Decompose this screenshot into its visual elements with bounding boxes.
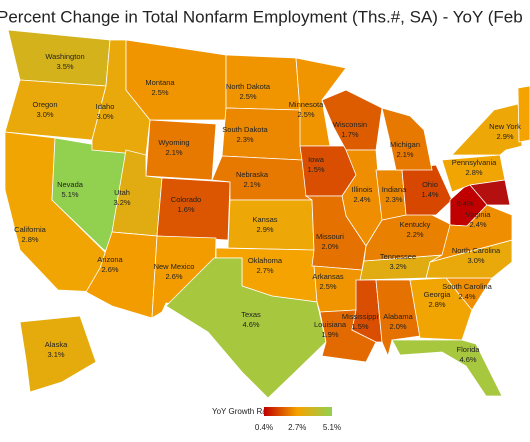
state-shape bbox=[429, 204, 513, 263]
state-value: 1.7% bbox=[341, 130, 358, 139]
state-value: 2.7% bbox=[256, 266, 273, 275]
state-value: 1.9% bbox=[321, 330, 338, 339]
state-name: New York bbox=[489, 122, 521, 131]
state-value: 2.3% bbox=[236, 135, 253, 144]
state-value: 1.6% bbox=[177, 205, 194, 214]
state-shape bbox=[451, 103, 523, 156]
state-name: Tennessee bbox=[380, 252, 416, 261]
state-value: 5.1% bbox=[61, 190, 78, 199]
state-value: 3.5% bbox=[56, 62, 73, 71]
legend-tick-label: 2.7% bbox=[288, 423, 306, 432]
state-value: 2.6% bbox=[101, 265, 118, 274]
state-name: Virginia bbox=[466, 210, 492, 219]
state-value: 2.2% bbox=[406, 230, 423, 239]
state-name: Illinois bbox=[352, 185, 373, 194]
state-name: North Carolina bbox=[452, 246, 501, 255]
state-value: 2.1% bbox=[165, 148, 182, 157]
state-shape bbox=[469, 179, 511, 206]
state-value: 2.8% bbox=[21, 235, 38, 244]
legend-tick-label: 0.4% bbox=[255, 423, 273, 432]
state-name: Washington bbox=[45, 52, 84, 61]
state-name: Florida bbox=[457, 345, 481, 354]
state-name: North Dakota bbox=[226, 82, 271, 91]
map-title: Percent Change in Total Nonfarm Employme… bbox=[0, 7, 523, 26]
state-name: South Carolina bbox=[442, 282, 492, 291]
state-value: 2.5% bbox=[319, 282, 336, 291]
state-name: Nevada bbox=[57, 180, 84, 189]
legend-title: YoY Growth Rate bbox=[212, 407, 274, 416]
state-name: Wisconsin bbox=[333, 120, 367, 129]
state-name: Louisiana bbox=[314, 320, 347, 329]
state-shape bbox=[19, 315, 97, 393]
state-value: 3.2% bbox=[113, 198, 130, 207]
state-name: Pennsylvania bbox=[452, 158, 497, 167]
state-value: 0.4% bbox=[456, 199, 473, 208]
state-value: 3.1% bbox=[47, 350, 64, 359]
state-value: 3.0% bbox=[96, 112, 113, 121]
state-value: 2.4% bbox=[353, 195, 370, 204]
state-name: Georgia bbox=[424, 290, 452, 299]
state-value: 2.4% bbox=[469, 220, 486, 229]
state-value: 4.6% bbox=[459, 355, 476, 364]
state-value: 3.0% bbox=[36, 110, 53, 119]
state-value: 2.9% bbox=[496, 132, 513, 141]
state-value: 2.4% bbox=[458, 292, 475, 301]
state-value: 2.5% bbox=[151, 88, 168, 97]
state-name: Idaho bbox=[96, 102, 115, 111]
state-shape bbox=[221, 107, 303, 161]
state-name: Alabama bbox=[383, 312, 413, 321]
state-value: 3.2% bbox=[389, 262, 406, 271]
state-name: Arkansas bbox=[312, 272, 344, 281]
state-value: 1.4% bbox=[421, 190, 438, 199]
state-name: South Dakota bbox=[222, 125, 268, 134]
state-shape bbox=[381, 107, 433, 171]
state-value: 4.6% bbox=[242, 320, 259, 329]
state-value: 2.0% bbox=[321, 242, 338, 251]
state-value: 2.8% bbox=[428, 300, 445, 309]
legend-tick-label: 5.1% bbox=[323, 423, 341, 432]
state-value: 3.0% bbox=[467, 256, 484, 265]
state-name: Nebraska bbox=[236, 170, 269, 179]
state-name: New Mexico bbox=[154, 262, 195, 271]
state-shape bbox=[4, 79, 107, 141]
state-name: Alaska bbox=[45, 340, 68, 349]
state-name: Oregon bbox=[32, 100, 57, 109]
state-name: Montana bbox=[145, 78, 175, 87]
state-value: 2.5% bbox=[297, 110, 314, 119]
state-name: Ohio bbox=[422, 180, 438, 189]
state-name: Arizona bbox=[97, 255, 123, 264]
state-shape bbox=[517, 85, 530, 143]
state-value: 1.5% bbox=[307, 165, 324, 174]
state-name: Michigan bbox=[390, 140, 420, 149]
state-name: Colorado bbox=[171, 195, 201, 204]
state-value: 2.1% bbox=[396, 150, 413, 159]
state-shape bbox=[391, 339, 503, 397]
state-value: 2.8% bbox=[465, 168, 482, 177]
state-name: Kansas bbox=[252, 215, 277, 224]
state-shape bbox=[165, 257, 327, 399]
state-value: 2.1% bbox=[243, 180, 260, 189]
state-value: 2.6% bbox=[165, 272, 182, 281]
state-value: 1.5% bbox=[351, 322, 368, 331]
state-shape bbox=[125, 39, 227, 121]
state-value: 2.0% bbox=[389, 322, 406, 331]
state-name: Wyoming bbox=[158, 138, 189, 147]
state-name: Indiana bbox=[382, 185, 407, 194]
state-name: Texas bbox=[241, 310, 261, 319]
state-name: California bbox=[14, 225, 47, 234]
legend-gradient bbox=[264, 407, 332, 416]
state-name: Kentucky bbox=[400, 220, 431, 229]
state-name: Mississippi bbox=[342, 312, 379, 321]
state-value: 2.9% bbox=[256, 225, 273, 234]
state-name: Oklahoma bbox=[248, 256, 283, 265]
state-name: Iowa bbox=[308, 155, 325, 164]
state-name: Minnesota bbox=[289, 100, 324, 109]
state-value: 2.3% bbox=[385, 195, 402, 204]
state-name: Utah bbox=[114, 188, 130, 197]
state-value: 2.5% bbox=[239, 92, 256, 101]
state-name: Missouri bbox=[316, 232, 344, 241]
